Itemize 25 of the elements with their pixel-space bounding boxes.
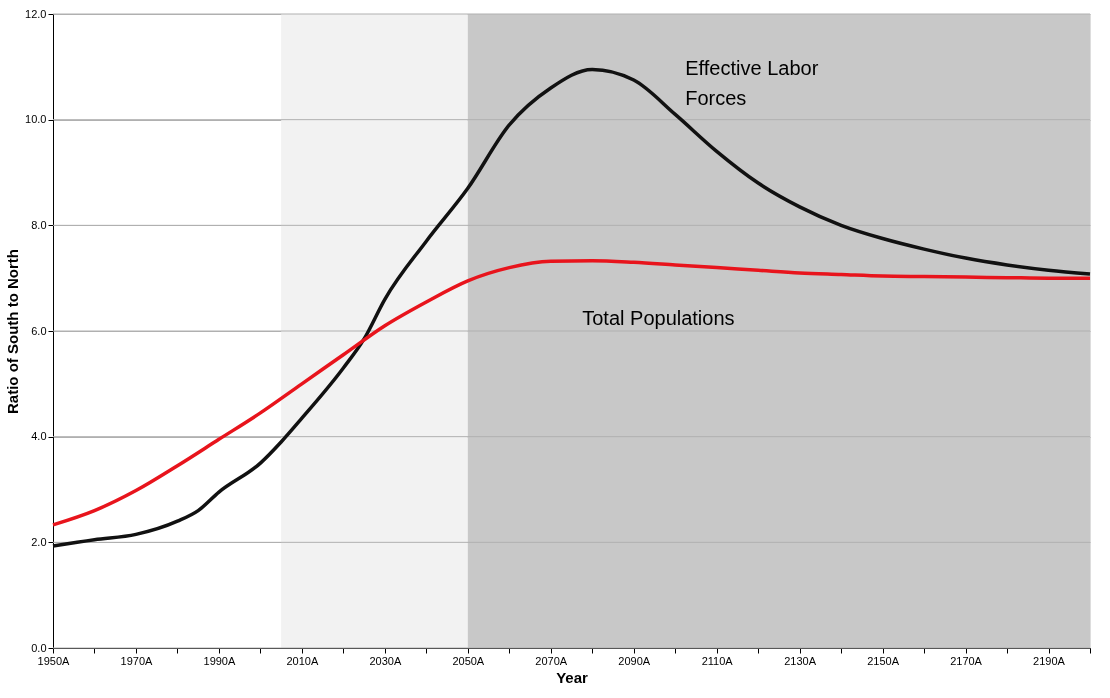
x-tick-label: 2130A: [784, 654, 817, 667]
x-tick-label: 2110A: [701, 654, 734, 667]
x-tick-label: 1950A: [37, 654, 71, 667]
x-tick-label: 2030A: [369, 654, 402, 667]
line-series: [51, 258, 1092, 527]
y-tick-label: 4.0: [31, 430, 47, 443]
y-axis-title: Ratio of South to North: [4, 249, 22, 414]
x-tick-label: 2050A: [452, 654, 485, 667]
x-tick-label: 2170A: [950, 654, 983, 667]
x-tick-label: 1990A: [203, 654, 236, 667]
y-tick-label: 2.0: [31, 535, 47, 548]
x-tick-label: 2010A: [286, 654, 319, 667]
x-axis-title: Year: [556, 668, 589, 686]
series-label: Total Populations: [582, 306, 735, 329]
series-label: Effective Labor Forces: [685, 57, 819, 110]
x-tick-label: 1970A: [120, 654, 154, 667]
x-tick-label: 2150A: [867, 654, 900, 667]
x-tick-label: 2090A: [618, 654, 651, 667]
x-tick-label: 2190A: [1033, 654, 1066, 667]
y-tick-label: 6.0: [31, 324, 47, 337]
x-tick-label: 2070A: [535, 654, 568, 667]
y-tick-label: 8.0: [31, 218, 47, 231]
y-tick-label: 12.0: [25, 7, 47, 20]
y-tick-label: 10.0: [25, 113, 47, 126]
y-tick-label: 0.0: [31, 641, 47, 654]
